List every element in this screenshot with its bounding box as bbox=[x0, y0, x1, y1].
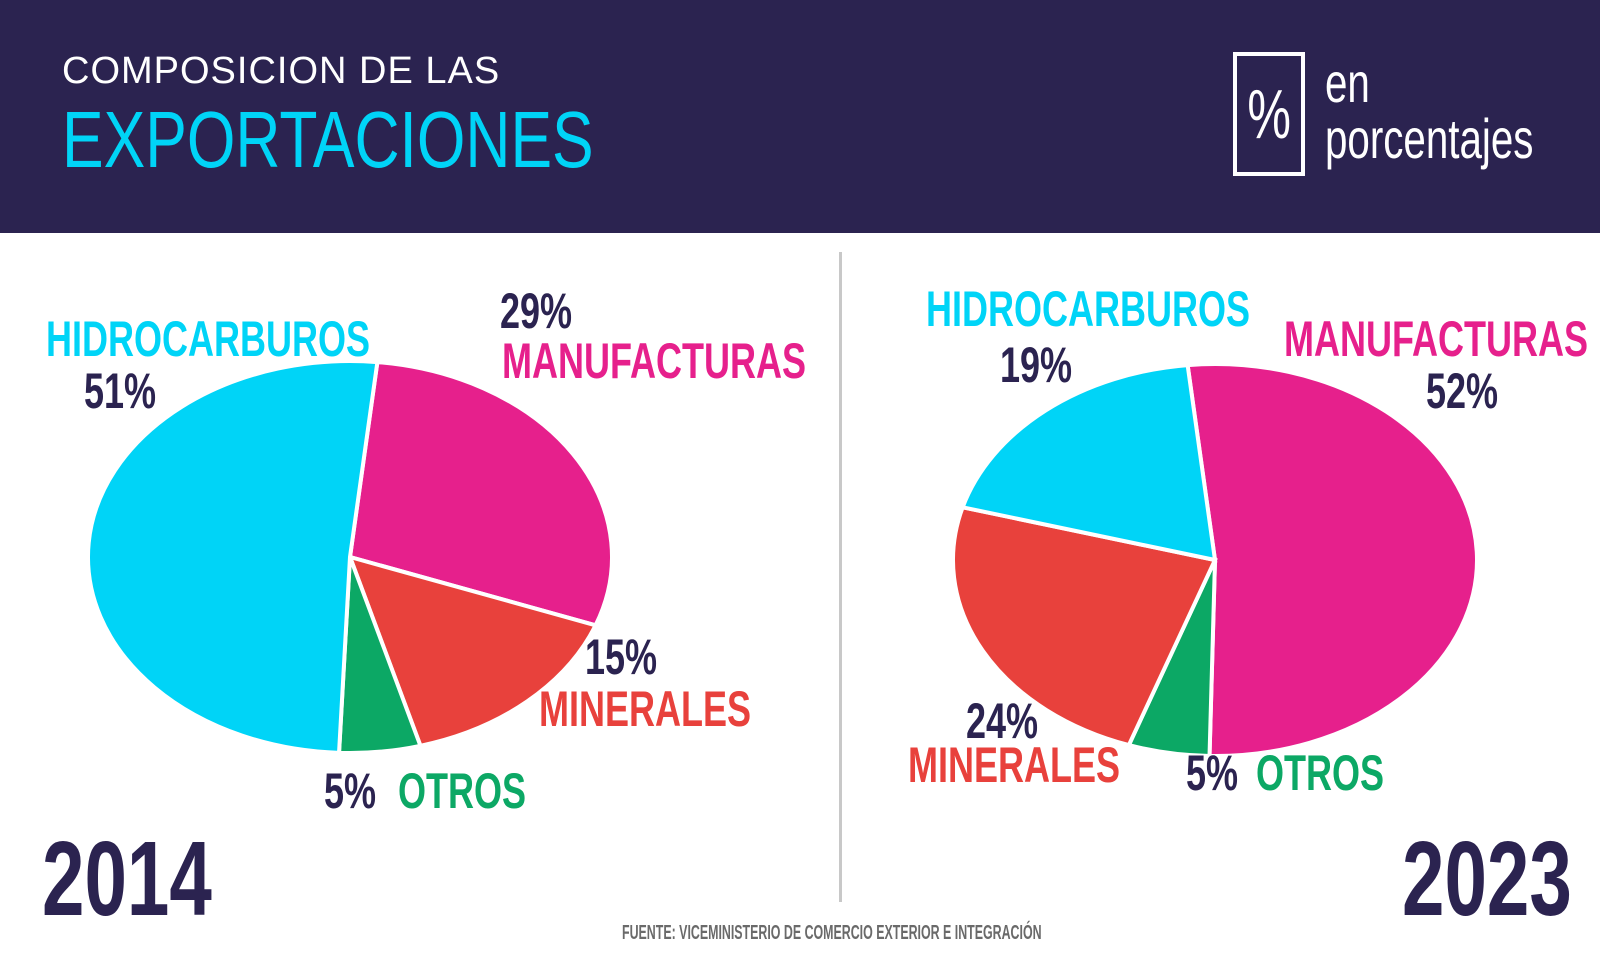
pie-slice-2014-manufacturas bbox=[347, 359, 614, 628]
label-2023-minerales: MINERALES bbox=[908, 737, 1121, 793]
value-2014-hidrocarburos: 51% bbox=[84, 363, 157, 419]
percent-caption-line1: en bbox=[1325, 51, 1370, 114]
value-2014-minerales: 15% bbox=[585, 629, 658, 685]
percent-symbol: % bbox=[1247, 75, 1291, 153]
label-2023-manufacturas: MANUFACTURAS bbox=[1284, 311, 1588, 367]
value-2014-manufacturas: 29% bbox=[500, 283, 573, 339]
pie-slice-2014-hidrocarburos bbox=[85, 359, 380, 755]
label-2014-hidrocarburos: HIDROCARBUROS bbox=[46, 311, 370, 367]
value-2014-otros: 5% bbox=[324, 763, 377, 819]
subtitle: COMPOSICION DE LAS bbox=[62, 50, 501, 92]
percent-caption: en porcentajes bbox=[1325, 55, 1533, 167]
header-banner: COMPOSICION DE LAS EXPORTACIONES % en po… bbox=[0, 0, 1600, 233]
percent-icon: % bbox=[1233, 52, 1305, 176]
divider bbox=[839, 252, 842, 902]
value-2023-minerales: 24% bbox=[966, 693, 1039, 749]
chart-title-2014: 2014 bbox=[42, 820, 212, 938]
label-2014-minerales: MINERALES bbox=[539, 681, 752, 737]
pie-slice-2023-manufacturas bbox=[1185, 362, 1479, 758]
pie-slice-2023-minerales bbox=[951, 504, 1218, 748]
label-2014-manufacturas: MANUFACTURAS bbox=[502, 333, 806, 389]
value-2023-hidrocarburos: 19% bbox=[1000, 337, 1073, 393]
label-2023-hidrocarburos: HIDROCARBUROS bbox=[926, 281, 1250, 337]
value-2023-otros: 5% bbox=[1186, 745, 1239, 801]
percent-caption-line2: porcentajes bbox=[1325, 107, 1534, 170]
label-2023-otros: OTROS bbox=[1256, 745, 1385, 801]
label-2014-otros: OTROS bbox=[398, 763, 527, 819]
pie-slice-2023-hidrocarburos bbox=[959, 362, 1218, 563]
page-title: EXPORTACIONES bbox=[62, 95, 594, 184]
chart-title-2023: 2023 bbox=[1402, 820, 1572, 938]
value-2023-manufacturas: 52% bbox=[1426, 363, 1499, 419]
pie-chart-2014 bbox=[85, 359, 614, 755]
source-note: FUENTE: VICEMINISTERIO DE COMERCIO EXTER… bbox=[622, 922, 1042, 944]
pie-slice-2014-minerales bbox=[346, 554, 599, 749]
